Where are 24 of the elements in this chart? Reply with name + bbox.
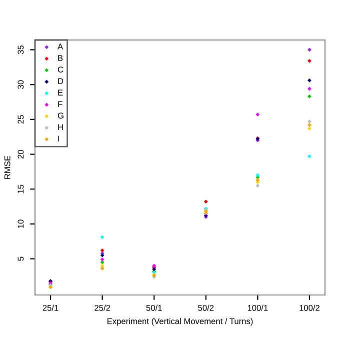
y-tick-label: 20 — [18, 150, 24, 158]
y-tick-label: 15 — [18, 184, 24, 194]
x-tick-label: 50/2 — [198, 304, 214, 311]
y-tick-label: 25 — [18, 115, 24, 124]
y-tick-label: 35 — [18, 45, 24, 54]
legend-label: H — [58, 124, 63, 130]
x-tick-label: 100/2 — [300, 304, 320, 311]
legend-label: B — [58, 55, 63, 61]
legend-label: G — [58, 112, 64, 119]
legend-label: F — [58, 101, 62, 107]
x-tick-label: 50/1 — [146, 304, 162, 311]
x-tick-label: 25/2 — [94, 304, 110, 311]
y-tick-label: 5 — [18, 256, 24, 261]
x-axis-title: Experiment (Vertical Movement / Turns) — [108, 318, 253, 326]
y-tick-label: 30 — [18, 80, 24, 89]
x-tick-label: 100/1 — [248, 304, 268, 311]
legend-label: E — [58, 90, 63, 96]
legend-label: C — [58, 66, 64, 72]
legend-label: D — [58, 78, 64, 84]
legend-label: A — [58, 44, 64, 50]
x-tick-label: 25/1 — [42, 304, 58, 311]
y-axis-title: RMSE — [4, 156, 10, 179]
y-tick-label: 10 — [18, 220, 24, 228]
legend-label: I — [58, 136, 60, 142]
